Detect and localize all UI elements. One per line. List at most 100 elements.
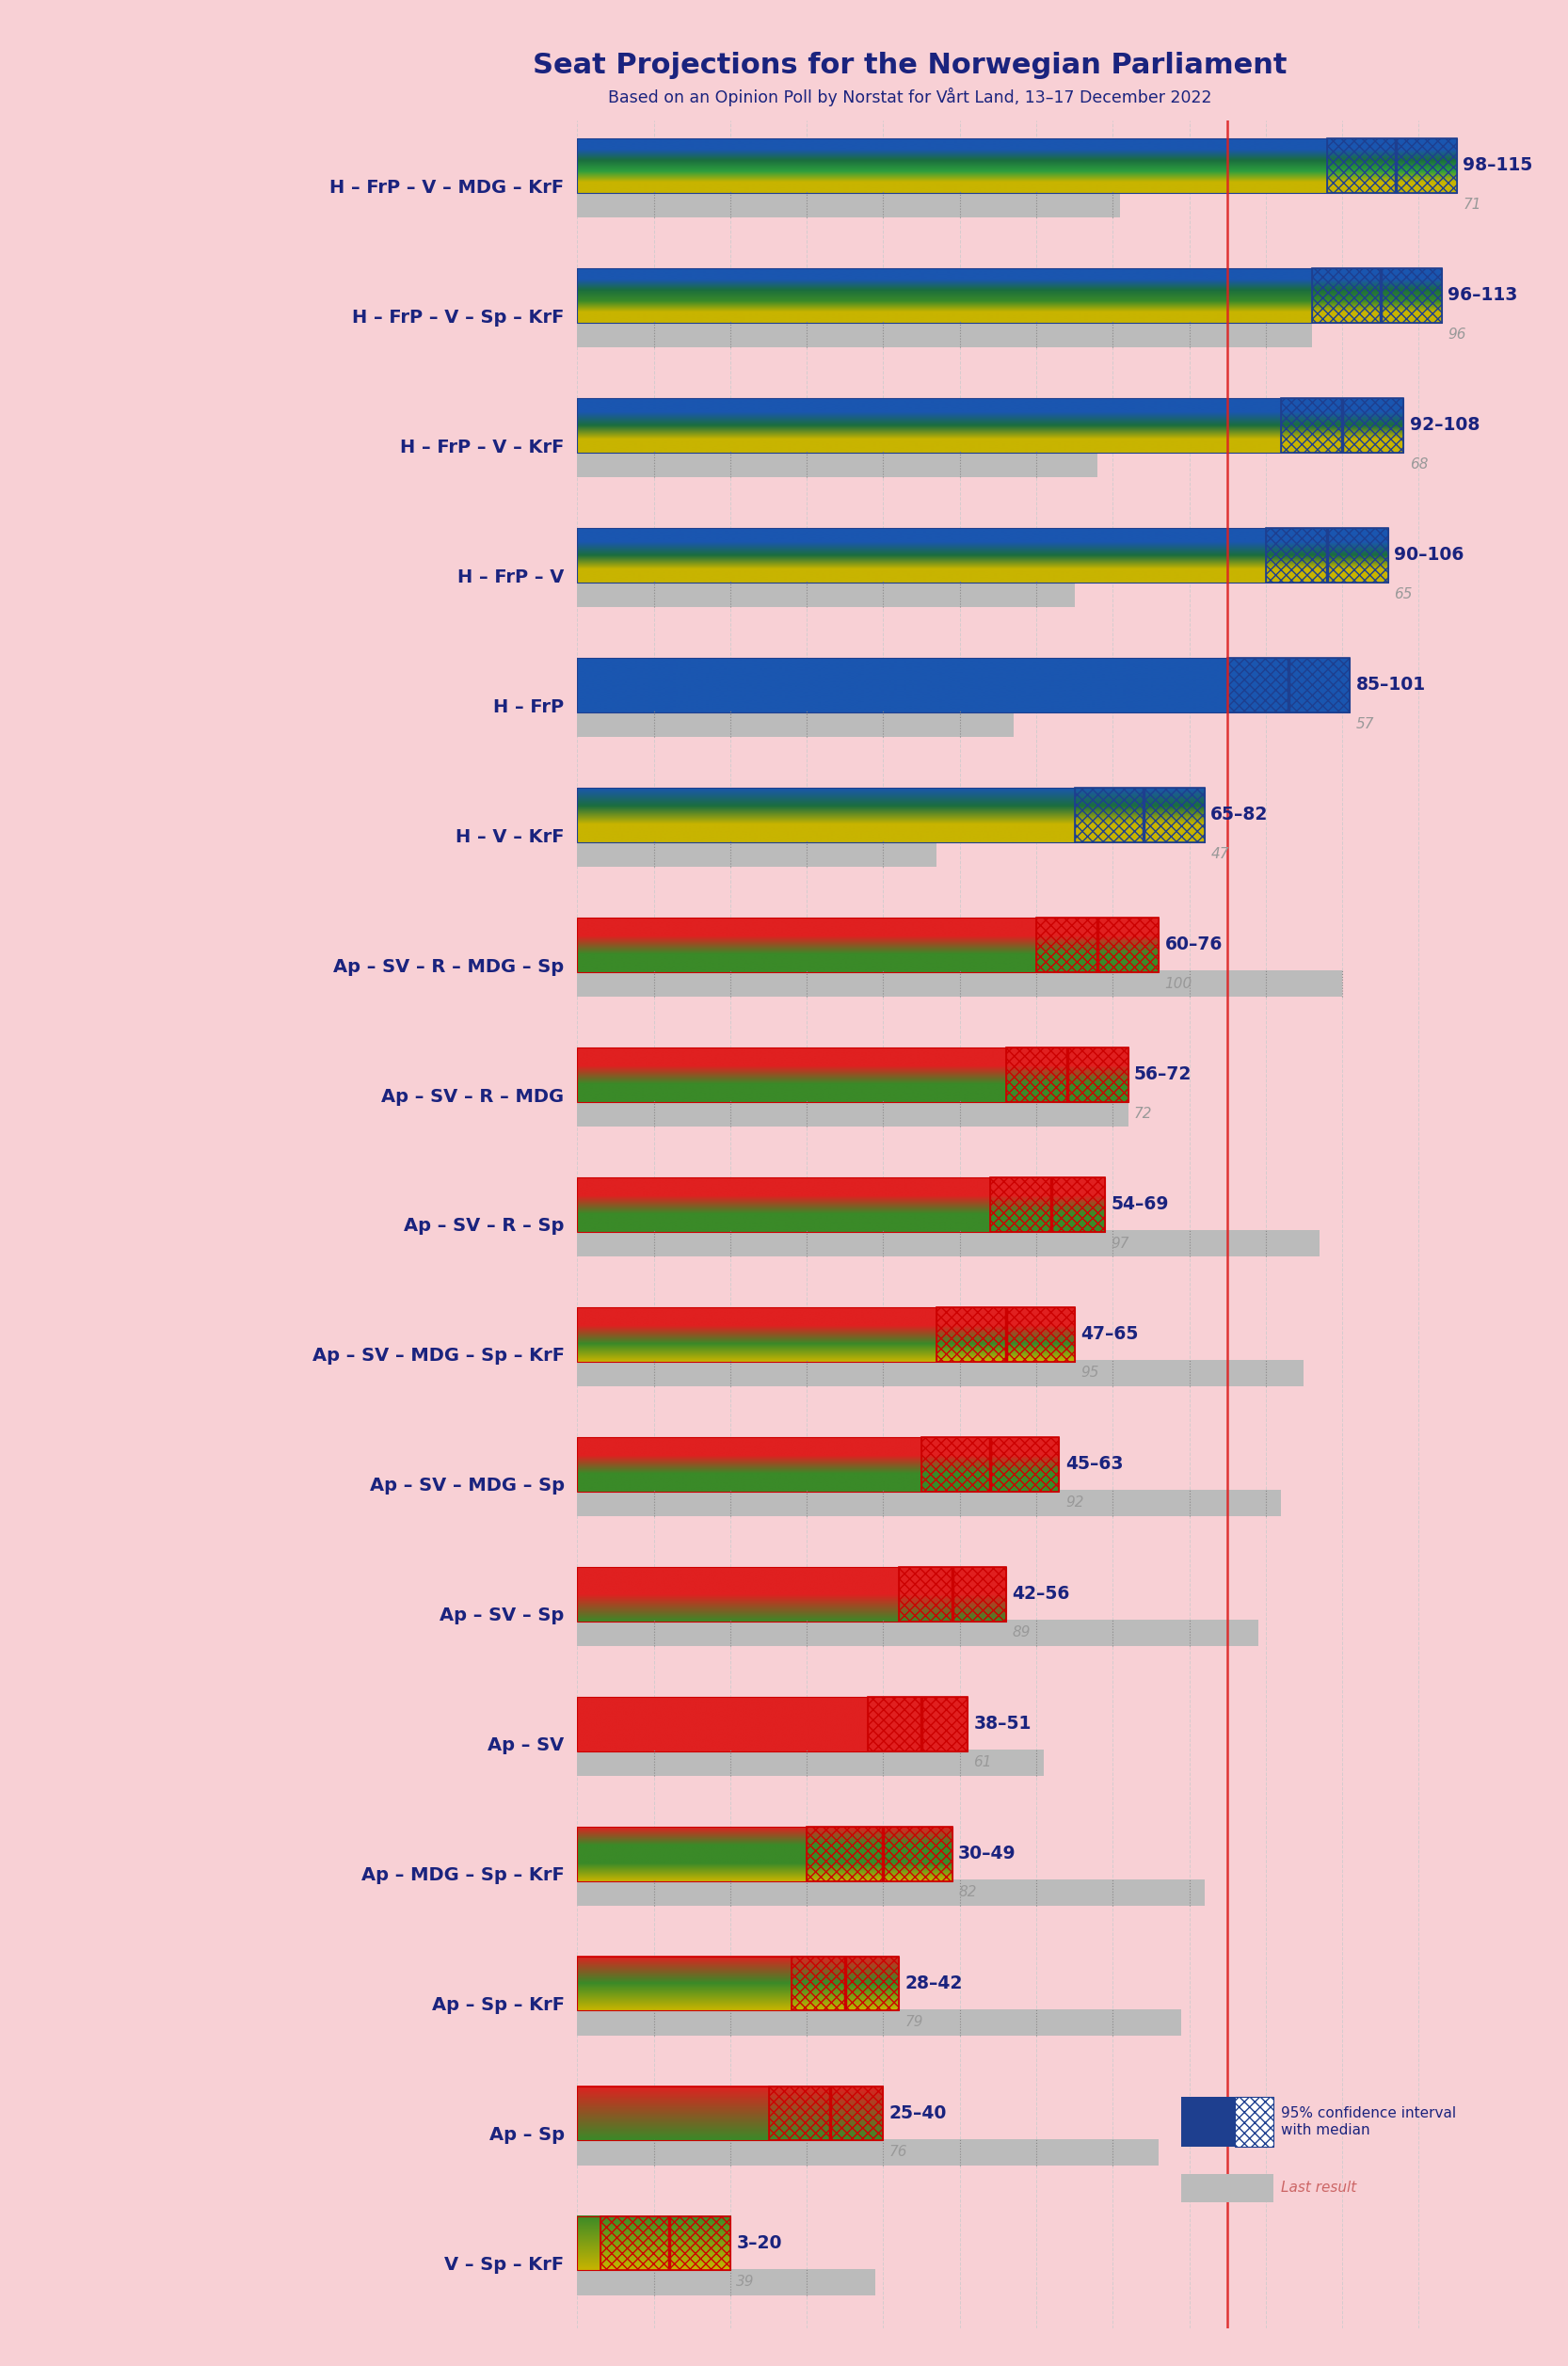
Text: 97: 97	[1112, 1235, 1129, 1249]
Bar	[577, 1176, 991, 1233]
Bar	[577, 1048, 1005, 1103]
Bar	[577, 2087, 768, 2141]
Text: Seat Projections for the Norwegian Parliament: Seat Projections for the Norwegian Parli…	[532, 52, 1287, 80]
Text: 76: 76	[889, 2146, 908, 2160]
Bar	[1265, 528, 1388, 582]
Text: 47–65: 47–65	[1080, 1325, 1138, 1344]
Text: 25–40: 25–40	[889, 2103, 947, 2122]
Text: 65–82: 65–82	[1210, 807, 1269, 823]
Bar	[792, 1957, 898, 2011]
Bar	[768, 2087, 883, 2141]
Bar	[577, 1957, 792, 2011]
Text: 68: 68	[1410, 457, 1428, 471]
Bar	[577, 267, 1311, 322]
Bar	[1036, 918, 1159, 972]
Bar	[577, 1230, 1319, 1256]
Bar	[1182, 2174, 1273, 2203]
Bar	[1228, 658, 1350, 712]
Bar	[991, 1176, 1105, 1233]
Bar	[808, 1827, 952, 1881]
Bar	[869, 1696, 967, 1751]
Bar	[808, 1827, 952, 1881]
Text: 61: 61	[974, 1756, 993, 1770]
Bar	[792, 1957, 898, 2011]
Bar	[577, 528, 1265, 582]
Text: 71: 71	[1463, 196, 1482, 211]
Text: 57: 57	[1356, 717, 1374, 731]
Bar	[577, 1879, 1204, 1905]
Bar	[601, 2217, 731, 2271]
Bar	[577, 137, 1327, 192]
Bar	[577, 658, 1228, 712]
Bar	[768, 2087, 883, 2141]
Bar	[601, 2217, 731, 2271]
Bar	[577, 452, 1098, 478]
Bar	[1327, 137, 1457, 192]
Bar	[1236, 2096, 1273, 2146]
Text: 98–115: 98–115	[1463, 156, 1534, 175]
Text: 38–51: 38–51	[974, 1715, 1032, 1732]
Bar	[936, 1306, 1074, 1360]
Text: 45–63: 45–63	[1065, 1455, 1123, 1474]
Bar	[1327, 137, 1457, 192]
Bar	[1281, 397, 1403, 452]
Bar	[577, 582, 1074, 608]
Text: 85–101: 85–101	[1356, 677, 1425, 693]
Text: 60–76: 60–76	[1165, 935, 1223, 953]
Bar	[1281, 397, 1403, 452]
Text: 72: 72	[1134, 1107, 1152, 1121]
Text: 89: 89	[1011, 1625, 1030, 1640]
Bar	[922, 1436, 1060, 1491]
Text: Based on an Opinion Poll by Norstat for Vårt Land, 13–17 December 2022: Based on an Opinion Poll by Norstat for …	[607, 88, 1212, 106]
Text: 30–49: 30–49	[958, 1845, 1016, 1862]
Bar	[1311, 267, 1441, 322]
Bar	[577, 918, 1036, 972]
Bar	[577, 2269, 875, 2295]
Bar	[991, 1176, 1105, 1233]
Text: 82: 82	[958, 1886, 977, 1900]
Text: 95: 95	[1080, 1365, 1099, 1379]
Bar	[577, 397, 1281, 452]
Bar	[577, 1100, 1127, 1126]
Bar	[936, 1306, 1074, 1360]
Bar	[1074, 788, 1204, 842]
Bar	[577, 1436, 922, 1491]
Bar	[577, 970, 1342, 996]
Text: Last result: Last result	[1281, 2181, 1356, 2196]
Bar	[577, 1751, 1044, 1774]
Text: 90–106: 90–106	[1394, 547, 1465, 563]
Text: 79: 79	[905, 2016, 924, 2030]
Bar	[577, 1696, 869, 1751]
Bar	[577, 1491, 1281, 1517]
Bar	[1265, 528, 1388, 582]
Bar	[577, 710, 1013, 736]
Bar	[1311, 267, 1441, 322]
Text: 28–42: 28–42	[905, 1976, 963, 1992]
Bar	[577, 840, 936, 866]
Bar	[1036, 918, 1159, 972]
Bar	[577, 192, 1121, 218]
Text: 39: 39	[737, 2276, 754, 2290]
Bar	[577, 1621, 1258, 1647]
Bar	[577, 2217, 601, 2271]
Bar	[577, 788, 1074, 842]
Text: 54–69: 54–69	[1112, 1195, 1170, 1214]
Text: 65: 65	[1394, 587, 1413, 601]
Text: 92: 92	[1065, 1495, 1083, 1510]
Bar	[577, 1360, 1305, 1386]
Text: 96–113: 96–113	[1447, 286, 1518, 305]
Bar	[1182, 2096, 1236, 2146]
Bar	[577, 1827, 808, 1881]
Bar	[869, 1696, 967, 1751]
Bar	[898, 1566, 1005, 1621]
Bar	[577, 2139, 1159, 2165]
Bar	[1074, 788, 1204, 842]
Bar	[577, 2009, 1182, 2035]
Bar	[577, 322, 1311, 348]
Bar	[1005, 1048, 1127, 1103]
Text: 56–72: 56–72	[1134, 1065, 1192, 1084]
Text: 3–20: 3–20	[737, 2234, 782, 2252]
Bar	[577, 1566, 898, 1621]
Text: 100: 100	[1165, 977, 1192, 991]
Text: 42–56: 42–56	[1011, 1585, 1069, 1602]
